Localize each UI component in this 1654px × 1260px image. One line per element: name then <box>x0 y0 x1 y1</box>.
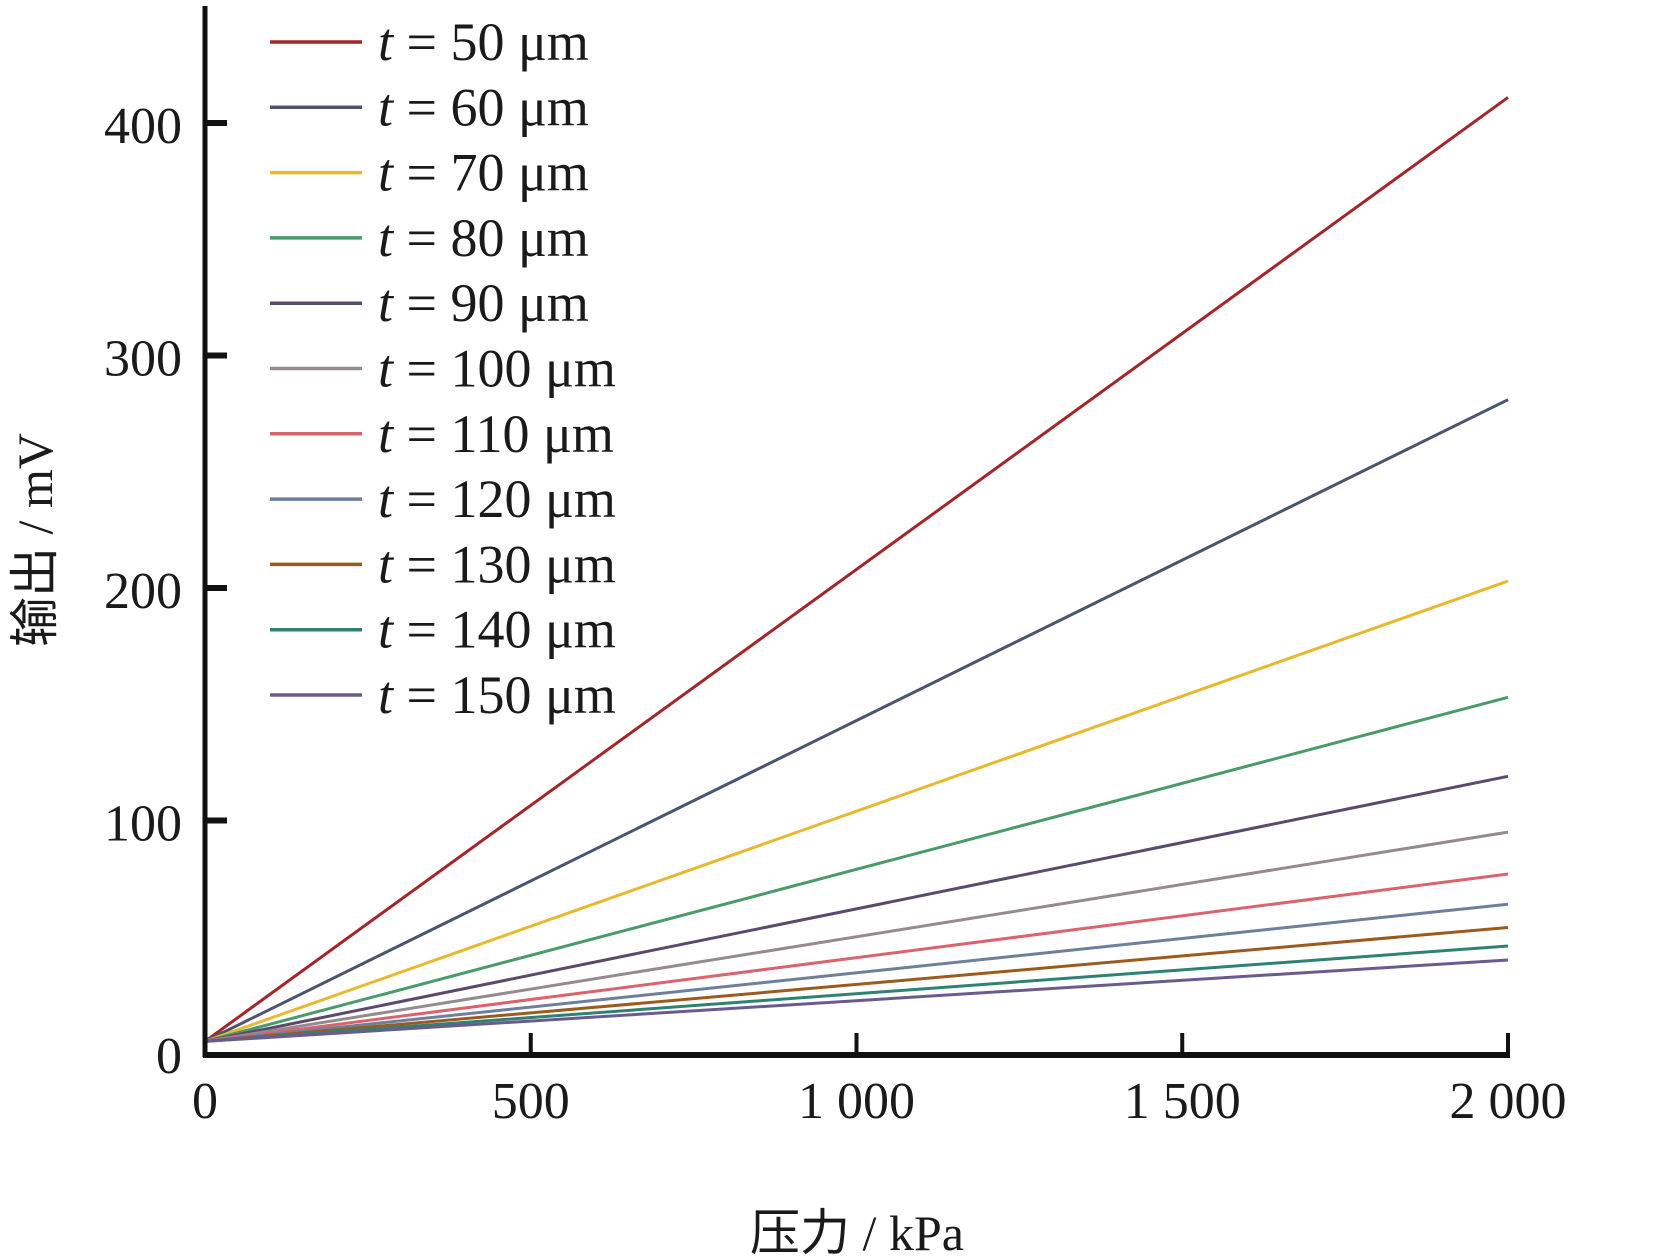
legend-item: t = 90 μm <box>270 273 589 333</box>
legend-label: t = 90 μm <box>378 273 589 333</box>
legend-label-value: = 130 μm <box>393 534 616 594</box>
legend-label-variable: t <box>378 600 395 660</box>
y-axis-title: 输出 / mV <box>7 433 63 647</box>
legend-label-value: = 140 μm <box>393 600 616 660</box>
legend-label: t = 100 μm <box>378 339 616 399</box>
legend-label-value: = 70 μm <box>393 143 589 203</box>
legend-item: t = 60 μm <box>270 77 589 137</box>
y-tick-label: 200 <box>104 563 182 620</box>
legend-label-value: = 50 μm <box>393 12 589 72</box>
axes <box>202 6 1510 1058</box>
legend-label-variable: t <box>378 665 395 725</box>
series-line-9 <box>204 925 1509 1043</box>
series-line-2 <box>204 398 1509 1043</box>
legend-label-value: = 90 μm <box>393 273 589 333</box>
series-line-11 <box>204 958 1509 1043</box>
x-tick-label: 500 <box>492 1073 570 1130</box>
legend-item: t = 80 μm <box>270 208 589 268</box>
series-line-5 <box>204 774 1509 1043</box>
legend-item: t = 130 μm <box>270 534 616 594</box>
legend-label-variable: t <box>378 339 395 399</box>
x-tick-label: 1 500 <box>1124 1073 1241 1130</box>
legend-item: t = 50 μm <box>270 12 589 72</box>
legend-label: t = 150 μm <box>378 665 616 725</box>
x-tick-label: 2 000 <box>1450 1073 1567 1130</box>
legend-item: t = 70 μm <box>270 143 589 203</box>
legend-label: t = 70 μm <box>378 143 589 203</box>
legend-label-variable: t <box>378 12 395 72</box>
legend-label: t = 60 μm <box>378 77 589 137</box>
legend-label: t = 140 μm <box>378 600 616 660</box>
legend-label-value: = 120 μm <box>393 469 616 529</box>
series-line-10 <box>204 944 1509 1043</box>
legend-item: t = 150 μm <box>270 665 616 725</box>
series-layer <box>204 96 1509 1043</box>
x-axis-title: 压力 / kPa <box>750 1205 964 1260</box>
legend-label-variable: t <box>378 77 395 137</box>
legend-label-value: = 100 μm <box>393 339 616 399</box>
x-tick-label: 0 <box>192 1073 218 1130</box>
legend-label: t = 120 μm <box>378 469 616 529</box>
series-line-4 <box>204 695 1509 1043</box>
series-line-1 <box>204 96 1509 1043</box>
legend-label-variable: t <box>378 469 395 529</box>
x-tick-label: 1 000 <box>798 1073 915 1130</box>
legend-label-variable: t <box>378 534 395 594</box>
legend-label: t = 50 μm <box>378 12 589 72</box>
legend-label-variable: t <box>378 404 395 464</box>
legend-label-value: = 80 μm <box>393 208 589 268</box>
legend-label: t = 80 μm <box>378 208 589 268</box>
x-ticks: 0 500 1 000 1 500 2 000 <box>192 1033 1567 1130</box>
series-line-3 <box>204 579 1509 1043</box>
y-tick-label: 400 <box>104 98 182 155</box>
legend-label-value: = 60 μm <box>393 77 589 137</box>
legend-label: t = 130 μm <box>378 534 616 594</box>
y-tick-label: 100 <box>104 796 182 853</box>
legend-label-variable: t <box>378 143 395 203</box>
legend-label-variable: t <box>378 273 395 333</box>
legend-item: t = 100 μm <box>270 339 616 399</box>
y-tick-label: 300 <box>104 331 182 388</box>
legend: t = 50 μmt = 60 μmt = 70 μmt = 80 μmt = … <box>270 12 616 725</box>
series-line-6 <box>204 830 1509 1043</box>
legend-label: t = 110 μm <box>378 404 614 464</box>
legend-item: t = 110 μm <box>270 404 614 464</box>
legend-label-variable: t <box>378 208 395 268</box>
legend-label-value: = 150 μm <box>393 665 616 725</box>
legend-item: t = 140 μm <box>270 600 616 660</box>
y-ticks: 0 100 200 300 400 <box>104 98 227 1085</box>
legend-item: t = 120 μm <box>270 469 616 529</box>
series-line-7 <box>204 872 1509 1043</box>
legend-label-value: = 110 μm <box>393 404 614 464</box>
series-line-8 <box>204 902 1509 1043</box>
y-tick-label: 0 <box>156 1028 182 1085</box>
